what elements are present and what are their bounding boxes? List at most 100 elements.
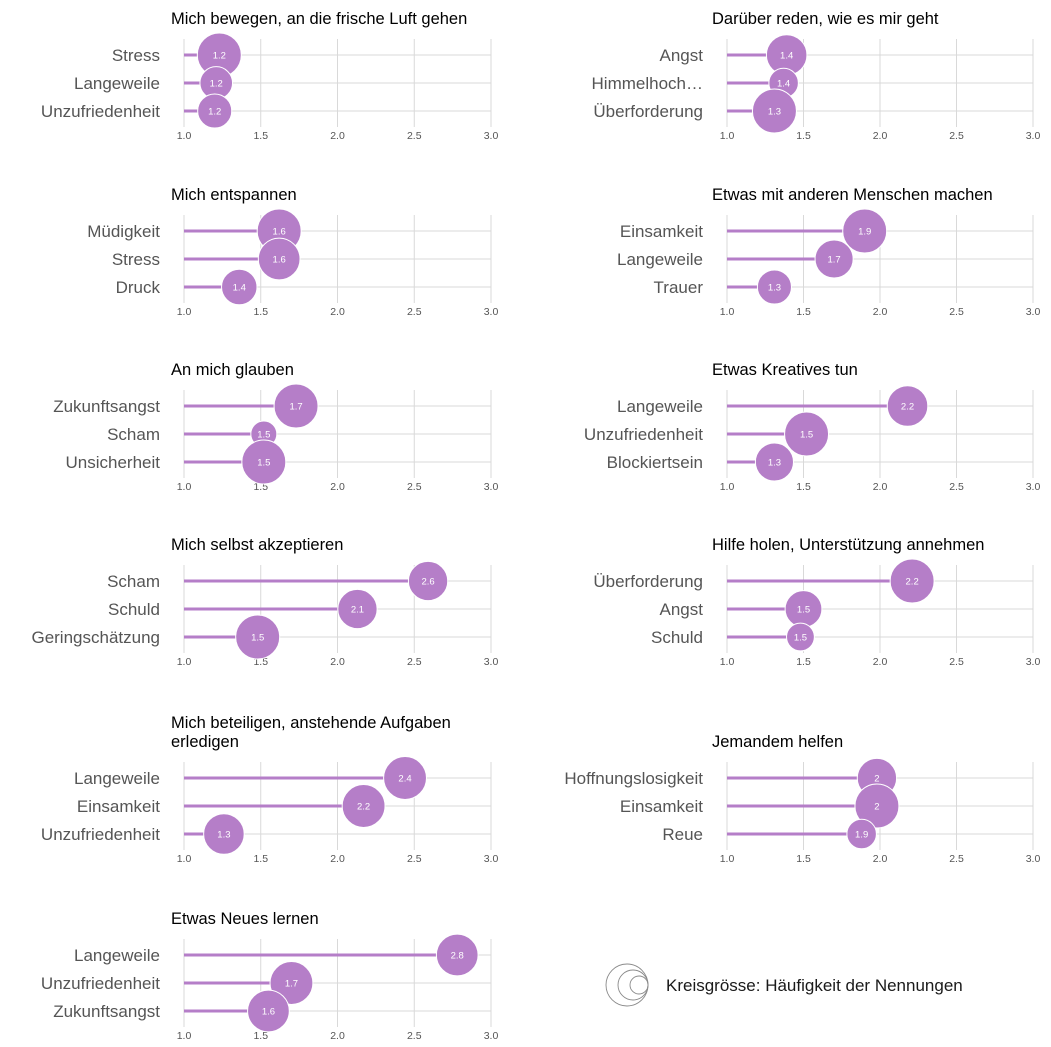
x-tick-label: 3.0 (484, 1030, 499, 1042)
x-tick-label: 2.0 (330, 1030, 345, 1042)
panel-1: Mich bewegen, an die frische Luft gehen 1… (41, 10, 499, 142)
panel-4: Etwas mit anderen Menschen machen 1.0 1.5 2… (617, 186, 1040, 318)
x-tick-label: 2.5 (949, 481, 964, 493)
x-tick-label: 3.0 (1026, 130, 1041, 142)
x-tick-label: 1.0 (177, 853, 192, 865)
x-tick-label: 1.0 (177, 130, 192, 142)
lollipop-bubble (383, 756, 427, 800)
x-tick-label: 2.0 (873, 853, 888, 865)
lollipop-bubble (842, 208, 888, 254)
x-tick-label: 2.5 (949, 656, 964, 668)
lollipop-bubble (337, 588, 378, 630)
value-label: 2.4 (398, 774, 411, 785)
x-tick-label: 2.5 (407, 481, 422, 493)
x-tick-label: 1.5 (796, 481, 811, 493)
lollipop-bubble (814, 239, 854, 279)
x-tick-label: 2.0 (330, 481, 345, 493)
panel-9: Mich beteiligen, anstehende Aufgaben erle… (41, 714, 499, 865)
x-tick-label: 3.0 (1026, 481, 1041, 493)
category-label: Langeweile (617, 397, 703, 416)
value-label: 1.3 (768, 458, 781, 469)
value-label: 1.2 (208, 107, 221, 118)
value-label: 1.7 (827, 255, 840, 266)
value-label: 1.5 (794, 633, 807, 644)
value-label: 1.4 (780, 51, 793, 62)
panel-title: Jemandem helfen (712, 733, 843, 751)
x-tick-label: 3.0 (484, 481, 499, 493)
lollipop-bubble (784, 411, 830, 457)
category-label: Hoffnungslosigkeit (564, 769, 703, 788)
lollipop-bubble (241, 439, 287, 485)
lollipop-bubble (886, 385, 929, 427)
x-tick-label: 2.5 (949, 853, 964, 865)
category-label: Unzufriedenheit (584, 425, 703, 444)
x-tick-label: 1.0 (720, 656, 735, 668)
category-label: Stress (112, 46, 160, 65)
panel-title: Mich entspannen (171, 186, 297, 204)
lollipop-bubble (247, 989, 290, 1033)
x-tick-label: 1.5 (253, 1030, 268, 1042)
category-label: Langeweile (74, 946, 160, 965)
value-label: 1.3 (768, 107, 781, 118)
category-label: Schuld (651, 628, 703, 647)
panel-title: Darüber reden, wie es mir geht (712, 10, 939, 28)
category-label: Müdigkeit (87, 222, 160, 241)
value-label: 2.6 (421, 577, 434, 588)
panel-title: An mich glauben (171, 361, 294, 379)
category-label: Reue (662, 825, 703, 844)
category-label: Einsamkeit (620, 797, 703, 816)
x-tick-label: 3.0 (1026, 656, 1041, 668)
category-label: Unsicherheit (66, 453, 161, 472)
legend-text: Kreisgrösse: Häufigkeit der Nennungen (666, 976, 963, 995)
panel-6: Etwas Kreatives tun 1.0 1.5 2.0 2.5 3.0 Langew… (584, 361, 1041, 493)
x-tick-label: 3.0 (484, 853, 499, 865)
nested-circles-icon (605, 963, 649, 1007)
panel-title: Etwas Kreatives tun (712, 361, 858, 379)
lollipop-bubble (257, 237, 301, 281)
panel-title: Mich selbst akzeptieren (171, 536, 343, 554)
value-label: 2.2 (901, 402, 914, 413)
category-label: Angst (660, 46, 704, 65)
x-tick-label: 2.0 (330, 853, 345, 865)
value-label: 1.7 (289, 402, 302, 413)
x-tick-label: 1.0 (177, 1030, 192, 1042)
value-label: 1.6 (273, 227, 286, 238)
x-tick-label: 2.5 (407, 130, 422, 142)
panel-title: Mich beteiligen, anstehende Aufgaben erle… (171, 714, 451, 751)
x-tick-label: 3.0 (484, 656, 499, 668)
category-label: Zukunftsangst (53, 397, 160, 416)
panel-title: Mich bewegen, an die frische Luft gehen (171, 10, 467, 28)
category-label: Scham (107, 425, 160, 444)
category-label: Überforderung (593, 102, 703, 121)
value-label: 1.5 (257, 458, 270, 469)
value-label: 1.9 (858, 227, 871, 238)
x-tick-label: 2.5 (407, 853, 422, 865)
x-tick-label: 1.5 (796, 306, 811, 318)
x-tick-label: 1.0 (720, 853, 735, 865)
value-label: 2.2 (357, 802, 370, 813)
x-tick-label: 3.0 (484, 130, 499, 142)
category-label: Einsamkeit (620, 222, 703, 241)
value-label: 2 (874, 774, 879, 785)
lollipop-bubble (221, 268, 258, 306)
panel-11: Etwas Neues lernen 1.0 1.5 2.0 2.5 3.0 Langewe… (41, 910, 499, 1042)
value-label: 1.5 (797, 605, 810, 616)
value-label: 1.7 (285, 979, 298, 990)
category-label: Himmelhoch… (592, 74, 703, 93)
category-label: Trauer (654, 278, 704, 297)
panel-5: An mich glauben 1.0 1.5 2.0 2.5 3.0 Zukunftsan… (53, 361, 498, 493)
lollipop-bubble (197, 93, 233, 129)
category-label: Unzufriedenheit (41, 974, 160, 993)
x-tick-label: 2.0 (330, 656, 345, 668)
panel-title: Hilfe holen, Unterstützung annehmen (712, 536, 984, 554)
value-label: 2.2 (906, 577, 919, 588)
panel-3: Mich entspannen 1.0 1.5 2.0 2.5 3.0 Müdigkeit 1… (87, 186, 498, 318)
x-tick-label: 3.0 (1026, 306, 1041, 318)
lollipop-bubble (754, 442, 794, 482)
x-tick-label: 1.0 (177, 656, 192, 668)
lollipop-bubble (889, 558, 935, 604)
value-label: 1.9 (855, 830, 868, 841)
panel-10: Jemandem helfen 1.0 1.5 2.0 2.5 3.0 Hoffnungsl… (564, 733, 1040, 865)
lollipop-bubble (756, 269, 792, 305)
panel-2: Darüber reden, wie es mir geht 1.0 1.5 2.0 2… (592, 10, 1041, 142)
